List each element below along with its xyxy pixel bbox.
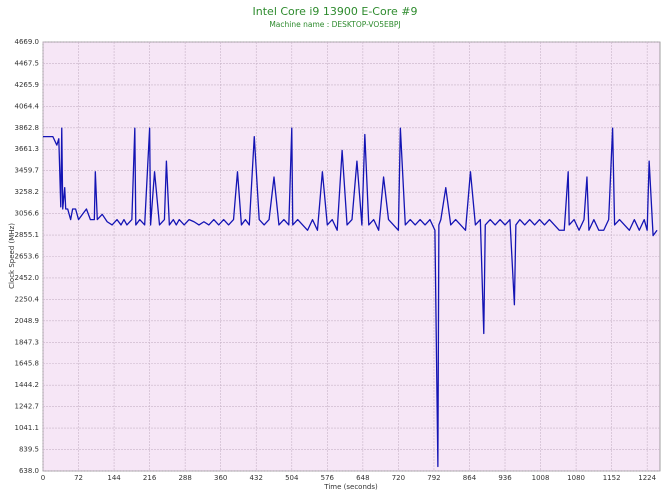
y-tick-label: 4467.5 [15, 59, 40, 67]
y-tick-label: 2653.6 [15, 252, 40, 260]
x-tick-label: 792 [427, 474, 440, 482]
y-tick-label: 638.0 [19, 467, 39, 475]
y-tick-label: 4669.0 [15, 38, 40, 46]
y-tick-label: 3661.3 [15, 145, 40, 153]
y-tick-label: 1645.8 [15, 360, 40, 368]
chart-title: Intel Core i9 13900 E-Core #9 [253, 5, 418, 18]
x-tick-label: 864 [463, 474, 477, 482]
y-tick-label: 1847.3 [15, 338, 40, 346]
y-tick-label: 2855.1 [15, 231, 40, 239]
x-tick-label: 360 [214, 474, 227, 482]
x-tick-label: 1080 [567, 474, 585, 482]
y-tick-label: 3459.7 [15, 167, 40, 175]
y-tick-label: 1041.1 [15, 424, 40, 432]
y-tick-label: 1444.2 [15, 381, 40, 389]
x-tick-label: 432 [250, 474, 263, 482]
y-tick-label: 3056.6 [15, 210, 40, 218]
x-axis-label: Time (seconds) [323, 483, 378, 491]
data-line [43, 127, 658, 468]
x-tick-label: 1008 [532, 474, 550, 482]
x-tick-label: 648 [356, 474, 369, 482]
x-tick-label: 504 [285, 474, 299, 482]
y-tick-label: 2452.0 [15, 274, 40, 282]
x-tick-label: 576 [321, 474, 335, 482]
x-tick-label: 0 [41, 474, 45, 482]
y-tick-label: 2048.9 [15, 317, 40, 325]
y-tick-label: 4265.9 [15, 81, 40, 89]
x-tick-label: 72 [74, 474, 83, 482]
y-tick-label: 3862.8 [15, 124, 40, 132]
y-tick-label: 4064.4 [15, 102, 40, 110]
x-tick-label: 144 [107, 474, 121, 482]
plot-area [42, 41, 661, 472]
x-tick-label: 1152 [603, 474, 621, 482]
x-tick-label: 216 [143, 474, 157, 482]
y-axis-label: Clock Speed (MHz) [8, 223, 16, 289]
x-tick-label: 720 [392, 474, 405, 482]
y-tick-label: 2250.4 [15, 295, 40, 303]
x-tick-label: 288 [178, 474, 191, 482]
y-tick-label: 3258.2 [15, 188, 40, 196]
y-tick-label: 1242.7 [15, 403, 40, 411]
y-tick-label: 839.5 [19, 446, 39, 454]
chart-subtitle: Machine name : DESKTOP-VO5EBPJ [269, 20, 400, 29]
x-tick-label: 936 [498, 474, 512, 482]
x-tick-label: 1224 [638, 474, 656, 482]
